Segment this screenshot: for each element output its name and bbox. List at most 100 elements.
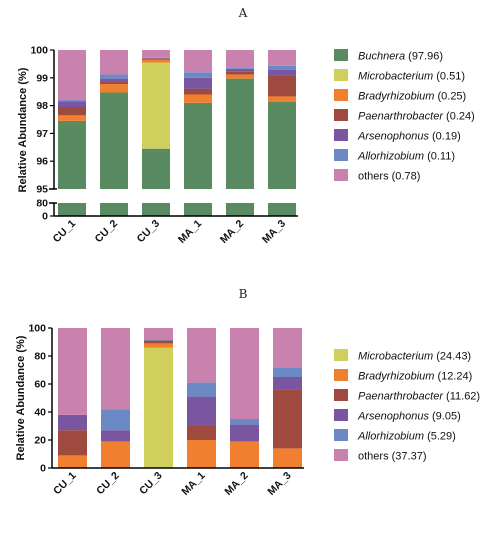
legend-b-swatch-bradyrhizobium: [334, 369, 348, 381]
legend-b-name-microbacterium: Microbacterium: [358, 351, 433, 363]
legend-a-entry-arsenophonus: Arsenophonus (0.19): [357, 131, 461, 143]
bar-a-ma-3-paenarthrobacter: [268, 75, 296, 97]
bar-b-cu-2-arsenophonus: [101, 430, 130, 442]
legend-b-value-microbacterium: (24.43): [433, 351, 471, 363]
panel-b-chart: CU_1 CU_2 CU_3 MA_1 MA_2 MA_3 0 20 40 60 80 100: [28, 323, 304, 498]
legend-a-entry-paenarthrobacter: Paenarthrobacter (0.24): [358, 111, 475, 123]
x-tick-a-cu-1: CU_1: [51, 218, 79, 246]
bar-b-cu-2-others: [101, 328, 130, 410]
legend-b-value-paenarthrobacter: (11.62): [443, 391, 480, 403]
legend-b-name-others: others: [358, 451, 389, 463]
x-tick-b-cu-1: CU_1: [51, 470, 79, 498]
bar-a-cu-1-bradyrhizobium: [58, 115, 86, 121]
legend-a-value-arsenophonus: (0.19): [429, 131, 461, 143]
legend-b-name-allorhizobium: Allorhizobium: [357, 431, 424, 443]
bar-a-cu-3-others: [142, 50, 170, 58]
legend-a-name-bradyrhizobium: Bradyrhizobium: [358, 91, 434, 103]
legend-a-name-microbacterium: Microbacterium: [358, 71, 433, 83]
panel-a-legend: Buchnera (97.96) Microbacterium (0.51) Bra…: [334, 49, 475, 183]
bar-a-cu-1-allorhizobium: [58, 100, 86, 102]
bar-b-ma-1-arsenophonus: [187, 396, 216, 426]
bar-a-cu-3-buchnera: [142, 148, 170, 189]
legend-b-swatch-allorhizobium: [334, 429, 348, 441]
legend-b-entry-arsenophonus: Arsenophonus (9.05): [357, 411, 461, 423]
x-tick-b-ma-3: MA_3: [265, 470, 293, 498]
bar-a-cu-1-others: [58, 50, 86, 101]
legend-b-entry-allorhizobium: Allorhizobium (5.29): [357, 431, 456, 443]
legend-b-swatch-others: [334, 449, 348, 461]
x-tick-a-ma-3: MA_3: [260, 218, 288, 246]
bar-b-cu-1-bradyrhizobium: [58, 455, 87, 468]
legend-a-value-allorhizobium: (0.11): [424, 151, 455, 163]
legend-a-value-paenarthrobacter: (0.24): [443, 111, 475, 123]
legend-b-entry-microbacterium: Microbacterium (24.43): [358, 351, 471, 363]
legend-a-entry-buchnera: Buchnera (97.96): [358, 51, 443, 63]
bar-b-cu-3-paenarthrobacter: [144, 340, 173, 344]
x-tick-b-ma-2: MA_2: [222, 470, 250, 498]
bar-a-cu-2-paenarthrobacter: [100, 81, 128, 85]
bar-a-ma-2-paenarthrobacter: [226, 71, 254, 75]
bar-a-cu-3-bradyrhizobium: [142, 59, 170, 63]
bar-a-cu-2-arsenophonus: [100, 78, 128, 82]
bar-a-ma-1-base: [184, 203, 212, 216]
legend-a-name-paenarthrobacter: Paenarthrobacter: [358, 111, 444, 123]
panel-label-b: B: [239, 287, 248, 301]
bar-a-cu-2-allorhizobium: [100, 74, 128, 79]
bar-b-ma-3-allorhizobium: [273, 367, 302, 377]
legend-a-swatch-bradyrhizobium: [334, 89, 348, 101]
panel-a-ylabel: Relative Abundance (%): [17, 67, 29, 192]
bar-b-cu-1-paenarthrobacter: [58, 430, 87, 456]
bar-a-ma-1-buchnera: [184, 102, 212, 189]
legend-b-entry-others: others (37.37): [358, 451, 427, 463]
panel-a-chart: CU_1 CU_2 CU_3 MA_1 MA_2 MA_3 95 96 97 98 99 100 080: [30, 45, 298, 246]
legend-b-value-allorhizobium: (5.29): [424, 431, 456, 443]
legend-a-swatch-allorhizobium: [334, 149, 348, 161]
legend-b-entry-paenarthrobacter: Paenarthrobacter (11.62): [358, 391, 480, 403]
legend-b-swatch-arsenophonus: [334, 409, 348, 421]
y-tick-label-b-80: 80: [34, 351, 46, 363]
legend-a-name-buchnera: Buchnera: [358, 51, 405, 63]
bar-a-cu-1-paenarthrobacter: [58, 106, 86, 116]
legend-b-name-arsenophonus: Arsenophonus: [357, 411, 429, 423]
bar-a-cu-1-buchnera: [58, 120, 86, 189]
y-tick-label-a-97: 97: [36, 128, 48, 140]
y-tick-label-b-60: 60: [34, 379, 46, 391]
legend-a-entry-allorhizobium: Allorhizobium (0.11): [357, 151, 455, 163]
bar-b-ma-1-bradyrhizobium: [187, 440, 216, 468]
legend-a-entry-bradyrhizobium: Bradyrhizobium (0.25): [358, 91, 466, 103]
bar-b-ma-2-others: [230, 328, 259, 419]
y-tick-label-a-95: 95: [36, 184, 48, 196]
bar-a-ma-1-allorhizobium: [184, 72, 212, 78]
bar-a-ma-2-arsenophonus: [226, 68, 254, 72]
legend-b-swatch-paenarthrobacter: [334, 389, 348, 401]
bar-a-ma-3-bradyrhizobium: [268, 96, 296, 102]
legend-a-name-allorhizobium: Allorhizobium: [357, 151, 424, 163]
y-tick-label-a-lower-80: 80: [36, 198, 48, 210]
legend-b-value-arsenophonus: (9.05): [429, 411, 461, 423]
bar-b-cu-2-bradyrhizobium: [101, 441, 130, 468]
panel-b-ylabel: Relative Abundance (%): [15, 335, 27, 460]
legend-b-swatch-microbacterium: [334, 349, 348, 361]
bar-a-cu-2-bradyrhizobium: [100, 84, 128, 93]
bar-b-ma-3-arsenophonus: [273, 377, 302, 390]
bar-b-cu-1-others: [58, 328, 87, 415]
bar-a-cu-3-allorhizobium: [142, 57, 170, 59]
legend-a-value-bradyrhizobium: (0.25): [434, 91, 466, 103]
bar-a-ma-1-paenarthrobacter: [184, 88, 212, 95]
y-tick-label-b-40: 40: [34, 407, 46, 419]
legend-a-swatch-paenarthrobacter: [334, 109, 348, 121]
legend-b-value-others: (37.37): [389, 451, 427, 463]
x-tick-b-ma-1: MA_1: [179, 470, 207, 498]
bar-b-ma-2-allorhizobium: [230, 419, 259, 425]
legend-b-value-bradyrhizobium: (12.24): [434, 371, 472, 383]
bar-a-ma-3-arsenophonus: [268, 70, 296, 76]
bar-a-ma-2-buchnera: [226, 78, 254, 189]
bar-b-ma-3-bradyrhizobium: [273, 448, 302, 468]
bar-a-cu-2-base: [100, 203, 128, 216]
x-tick-a-cu-3: CU_3: [135, 218, 163, 246]
x-tick-a-ma-1: MA_1: [176, 218, 204, 246]
legend-a-entry-others: others (0.78): [358, 171, 420, 183]
bar-b-ma-1-paenarthrobacter: [187, 426, 216, 440]
y-tick-label-b-0: 0: [40, 463, 46, 475]
